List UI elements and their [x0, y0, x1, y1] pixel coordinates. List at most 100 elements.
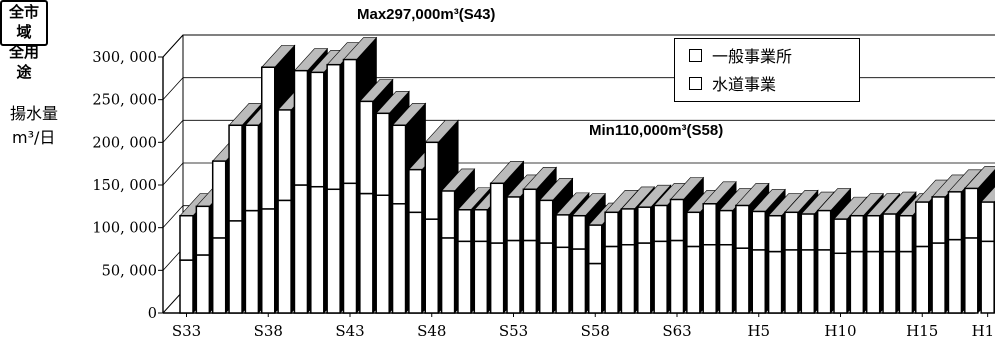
bar-general-S46 [391, 124, 407, 205]
bar-general-H11 [849, 214, 865, 253]
legend-label-general: 一般事業所 [712, 47, 793, 66]
bar-general-S57 [571, 214, 587, 250]
bar-group-H19 [980, 186, 995, 314]
x-tick-label-S38: S38 [254, 322, 283, 340]
bar-water-S46 [391, 203, 407, 314]
bar-general-S56 [555, 214, 570, 249]
bar-water-H18 [964, 237, 979, 314]
x-tick-label-H5: H5 [747, 322, 770, 340]
bar-general-H9 [816, 209, 832, 251]
bar-general-S53 [506, 196, 521, 242]
bar-water-S56 [555, 246, 570, 314]
legend-label-water: 水道事業 [712, 75, 777, 94]
bar-water-S35 [211, 237, 227, 314]
bar-water-S34 [195, 254, 211, 314]
bar-general-S33 [179, 214, 194, 261]
bar-water-S63 [669, 239, 685, 314]
bar-general-H6 [767, 214, 783, 253]
bar-general-S52 [489, 182, 505, 244]
y-tick-label: 0 [148, 306, 157, 322]
bar-water-H9 [816, 249, 832, 314]
bar-water-S59 [604, 245, 619, 314]
bar-water-S44 [359, 192, 374, 314]
legend-item-general: 一般事業所 [689, 46, 792, 68]
bar-general-S39 [277, 109, 292, 202]
legend: 一般事業所 水道事業 [674, 38, 860, 102]
x-tick-label-S33: S33 [172, 322, 201, 340]
bar-water-H13 [882, 250, 897, 314]
bar-general-S59 [604, 211, 619, 248]
bar-general-S34 [195, 205, 211, 256]
x-tick-label-H15: H15 [906, 322, 938, 340]
bar-water-S53 [506, 239, 521, 314]
x-tick-label-S43: S43 [335, 322, 364, 340]
x-tick-label-H19: H19 [972, 322, 995, 340]
bar-water-S40 [293, 184, 309, 314]
bar-water-S38 [261, 208, 276, 314]
x-tick-label-S53: S53 [499, 322, 528, 340]
bar-water-S62 [653, 240, 668, 314]
bar-general-S51 [473, 208, 489, 243]
x-tick-label-S48: S48 [417, 322, 446, 340]
bar-general-H15 [915, 201, 930, 248]
bar-general-H17 [947, 191, 963, 241]
badge-line-2: 全用途 [8, 43, 39, 81]
bar-general-S40 [293, 69, 309, 186]
bar-general-H5 [751, 210, 766, 251]
bars [179, 36, 995, 314]
x-tick-label-S63: S63 [662, 322, 691, 340]
y-axis-label-line1: 揚水量 [10, 104, 59, 123]
y-tick-label: 300, 000 [92, 50, 157, 66]
legend-item-water: 水道事業 [689, 74, 776, 96]
bar-general-S43 [342, 58, 358, 185]
bar-water-H5 [751, 249, 766, 314]
y-tick-label: 250, 000 [92, 93, 157, 109]
badge-line-1: 全市域 [8, 3, 39, 41]
bar-general-H14 [898, 214, 914, 253]
bar-water-H4 [735, 247, 750, 314]
bar-general-S48 [424, 141, 439, 220]
bar-water-S51 [473, 240, 489, 314]
bar-water-S36 [228, 220, 243, 314]
bar-water-S45 [375, 194, 390, 314]
legend-swatch-general [689, 49, 702, 62]
bar-general-H16 [931, 196, 946, 244]
bar-general-S45 [375, 112, 390, 196]
bar-water-S60 [620, 243, 636, 314]
bar-water-H6 [767, 250, 783, 314]
bar-water-S33 [179, 259, 194, 314]
bar-general-H8 [800, 213, 816, 251]
bar-water-H17 [947, 238, 963, 314]
bar-water-H8 [800, 249, 816, 314]
min-annotation: Min110,000m³(S58) [589, 122, 724, 139]
bar-water-S43 [342, 182, 358, 314]
bar-water-H7 [784, 249, 799, 314]
bar-general-S47 [408, 168, 423, 214]
bar-general-H13 [882, 213, 897, 253]
bar-water-S48 [424, 218, 439, 314]
bar-general-H1 [686, 211, 701, 248]
legend-swatch-water [689, 77, 702, 90]
bar-general-S38 [261, 66, 276, 210]
bar-general-S42 [326, 63, 341, 191]
bar-general-S36 [228, 124, 243, 222]
bar-general-S37 [244, 124, 260, 212]
bar-general-S60 [620, 208, 636, 246]
y-axis-label-line2: m³/日 [12, 128, 56, 147]
bar-general-H10 [833, 218, 848, 255]
bar-water-H11 [849, 250, 865, 314]
bar-water-H3 [718, 243, 734, 314]
bar-water-S41 [310, 185, 325, 314]
bar-water-S37 [244, 209, 260, 314]
bar-water-S57 [571, 248, 587, 314]
bar-general-H4 [735, 204, 750, 249]
bar-water-S61 [637, 242, 652, 314]
bar-water-S42 [326, 188, 341, 314]
gridline [162, 162, 995, 186]
x-tick-label-S58: S58 [581, 322, 610, 340]
bar-water-S55 [538, 242, 554, 314]
bar-water-H2 [702, 243, 717, 314]
bar-general-S63 [669, 198, 685, 242]
y-tick-label: 50, 000 [102, 263, 157, 279]
